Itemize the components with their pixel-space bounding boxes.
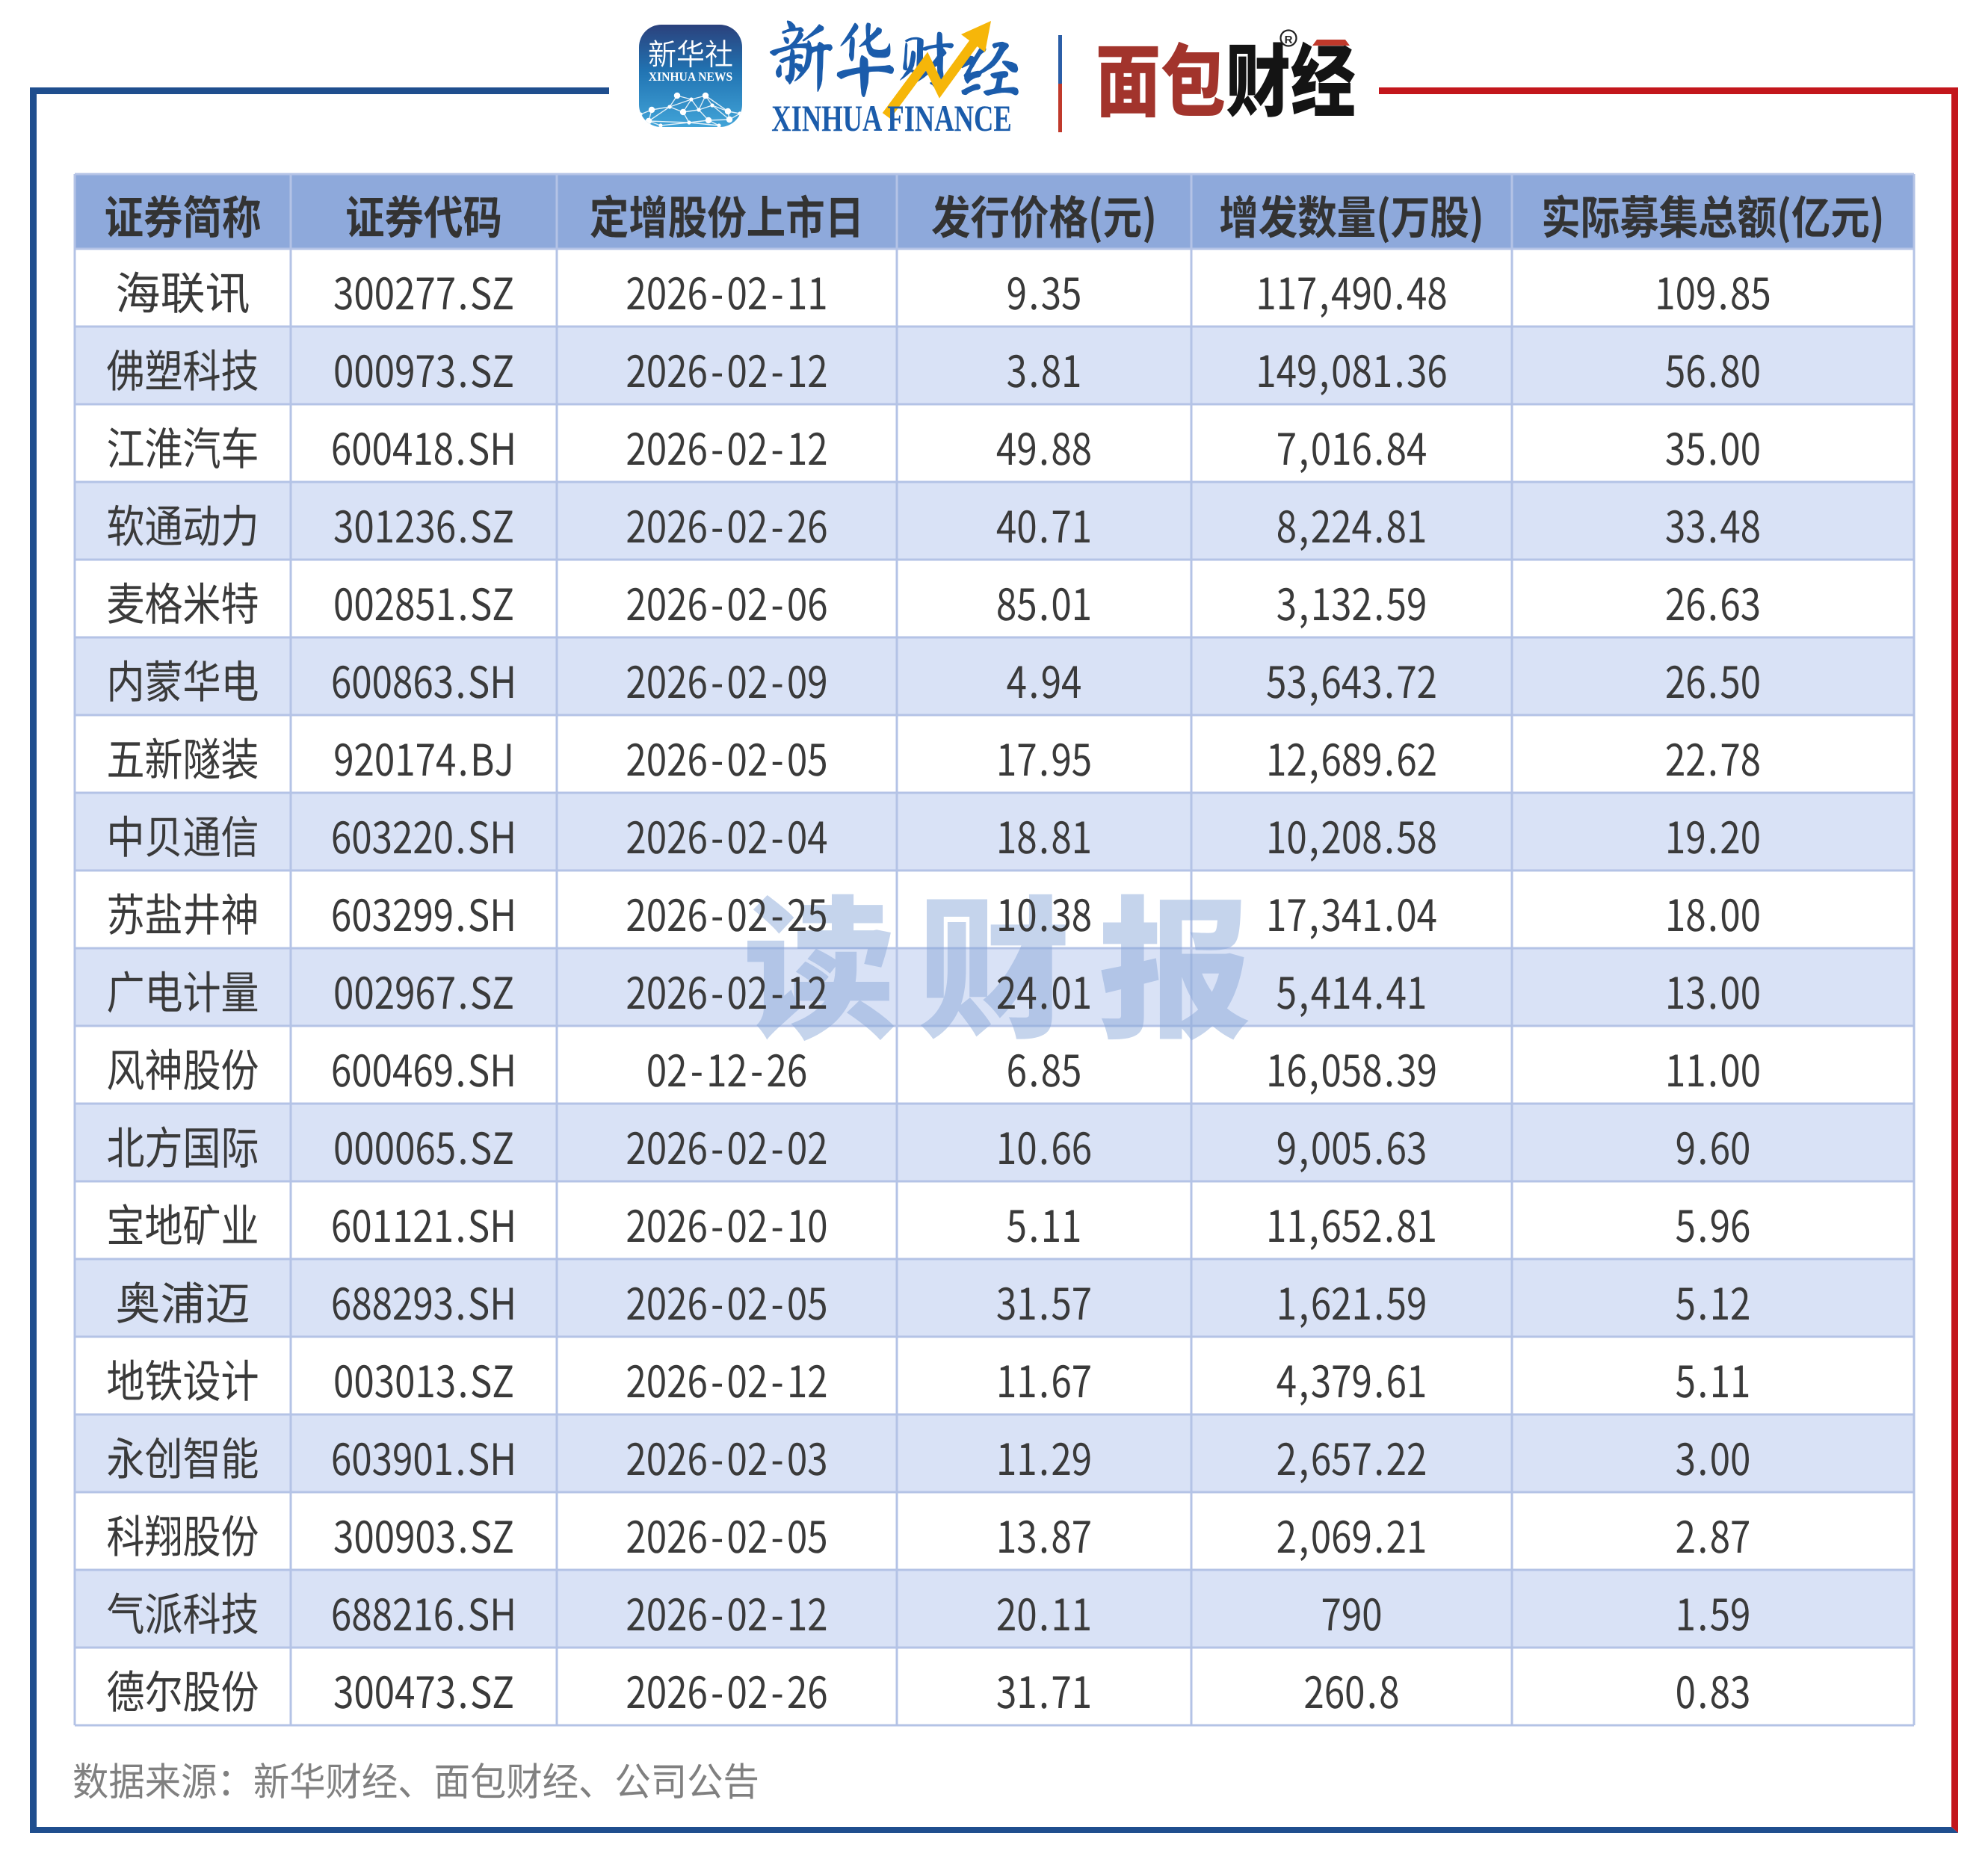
svg-text:R: R xyxy=(1285,34,1293,46)
svg-text:XINHUA NEWS: XINHUA NEWS xyxy=(649,69,733,84)
svg-text:XINHUA FINANCE: XINHUA FINANCE xyxy=(771,99,1011,140)
